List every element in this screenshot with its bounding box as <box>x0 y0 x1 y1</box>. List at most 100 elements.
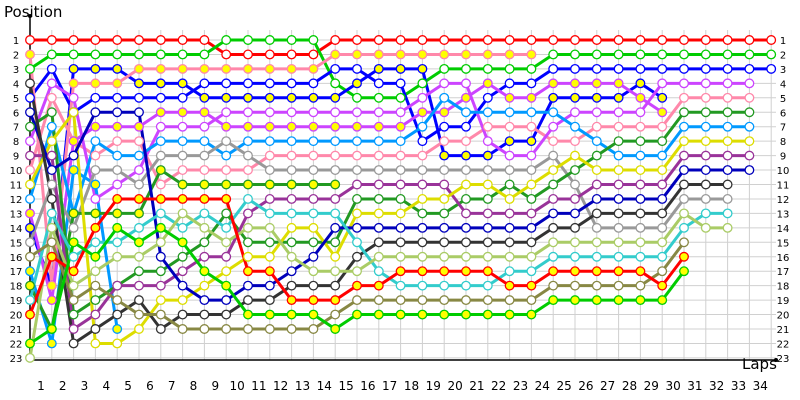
lap-position-marker <box>461 63 471 74</box>
lap-position-marker <box>635 63 646 74</box>
lap-position-marker <box>657 193 668 204</box>
lap-position-marker <box>439 193 450 204</box>
lap-position-marker <box>613 266 624 277</box>
lap-position-marker <box>373 92 384 103</box>
lap-position-marker <box>221 121 232 132</box>
lap-position-marker <box>526 78 537 89</box>
lap-position-marker <box>330 179 341 190</box>
lap-position-marker <box>25 208 35 219</box>
lap-position-marker <box>373 150 384 161</box>
lap-position-marker <box>504 63 515 74</box>
y-tick-label-left: 19 <box>10 296 23 307</box>
lap-position-marker <box>264 107 275 118</box>
lap-position-marker <box>570 193 580 204</box>
lap-position-marker <box>25 251 35 262</box>
lap-position-marker <box>330 136 341 147</box>
lap-position-marker <box>134 107 144 118</box>
lap-position-marker <box>482 121 493 132</box>
lap-position-marker <box>286 208 297 219</box>
lap-position-marker <box>177 295 188 306</box>
lap-position-marker <box>722 193 733 204</box>
lap-position-marker <box>155 63 166 74</box>
lap-position-marker <box>90 309 101 320</box>
lap-position-marker <box>221 193 232 204</box>
lap-position-marker <box>373 309 384 320</box>
lap-position-marker <box>744 107 755 118</box>
lap-position-marker <box>308 266 319 277</box>
lap-position-marker <box>373 179 384 190</box>
lap-position-marker <box>221 208 232 219</box>
lap-position-marker <box>90 222 101 233</box>
lap-position-marker <box>482 107 493 118</box>
lap-position-marker <box>352 92 362 103</box>
lap-position-marker <box>264 237 275 248</box>
lap-position-marker <box>635 92 646 103</box>
lap-position-marker <box>264 92 275 103</box>
lap-position-marker <box>679 63 689 74</box>
lap-position-marker <box>90 92 101 103</box>
lap-position-marker <box>461 35 471 45</box>
y-tick-label-left: 8 <box>13 137 19 148</box>
lap-position-marker <box>613 49 624 60</box>
lap-position-marker <box>439 150 450 161</box>
lap-position-marker <box>482 165 493 176</box>
lap-position-marker <box>134 49 144 60</box>
lap-position-marker <box>657 136 668 147</box>
lap-position-marker <box>591 193 602 204</box>
lap-position-marker <box>308 150 319 161</box>
y-tick-label-right: 21 <box>777 325 790 336</box>
lap-position-marker <box>591 208 602 219</box>
y-tick-label-right: 9 <box>780 152 786 163</box>
lap-position-marker <box>112 63 123 74</box>
lap-position-marker <box>613 107 624 118</box>
lap-position-marker <box>679 193 689 204</box>
lap-position-marker <box>722 121 733 132</box>
driver-markers <box>25 107 755 306</box>
lap-position-marker <box>25 193 35 204</box>
lap-position-marker <box>134 309 144 320</box>
y-tick-label-right: 2 <box>780 50 786 61</box>
lap-position-marker <box>155 222 166 233</box>
lap-position-marker <box>722 222 733 233</box>
lap-position-marker <box>112 92 123 103</box>
lap-position-marker <box>221 295 232 306</box>
y-tick-label-left: 21 <box>10 325 23 336</box>
x-tick-label: 1 <box>37 379 45 393</box>
lap-position-marker <box>635 165 646 176</box>
lap-position-marker <box>221 150 232 161</box>
lap-position-marker <box>243 136 253 147</box>
lap-position-marker <box>548 295 559 306</box>
lap-position-marker <box>330 251 341 262</box>
y-tick-label-left: 17 <box>10 267 23 278</box>
lap-position-marker <box>68 136 79 147</box>
lap-position-marker <box>68 324 79 334</box>
lap-position-marker <box>134 92 144 103</box>
lap-position-marker <box>25 179 35 190</box>
driver-markers <box>25 92 755 219</box>
lap-position-marker <box>25 165 35 176</box>
lap-position-marker <box>199 193 210 204</box>
lap-position-marker <box>264 193 275 204</box>
lap-position-marker <box>221 63 232 74</box>
lap-position-marker <box>700 179 711 190</box>
lap-position-marker <box>526 63 537 74</box>
driver-markers <box>25 165 123 349</box>
lap-position-marker <box>570 78 580 89</box>
lap-position-marker <box>526 280 537 291</box>
y-tick-label-left: 22 <box>10 339 23 350</box>
lap-position-marker <box>504 92 515 103</box>
lap-position-marker <box>112 280 123 291</box>
lap-position-marker <box>635 136 646 147</box>
lap-position-marker <box>177 324 188 334</box>
lap-position-marker <box>46 78 57 89</box>
y-tick-label-left: 2 <box>13 50 19 61</box>
lap-position-marker <box>395 121 406 132</box>
lap-position-marker <box>395 208 406 219</box>
lap-position-marker <box>330 208 341 219</box>
lap-position-marker <box>46 150 57 161</box>
lap-position-marker <box>199 49 210 60</box>
lap-position-marker <box>657 208 668 219</box>
lap-position-marker <box>482 179 493 190</box>
lap-position-marker <box>461 208 471 219</box>
